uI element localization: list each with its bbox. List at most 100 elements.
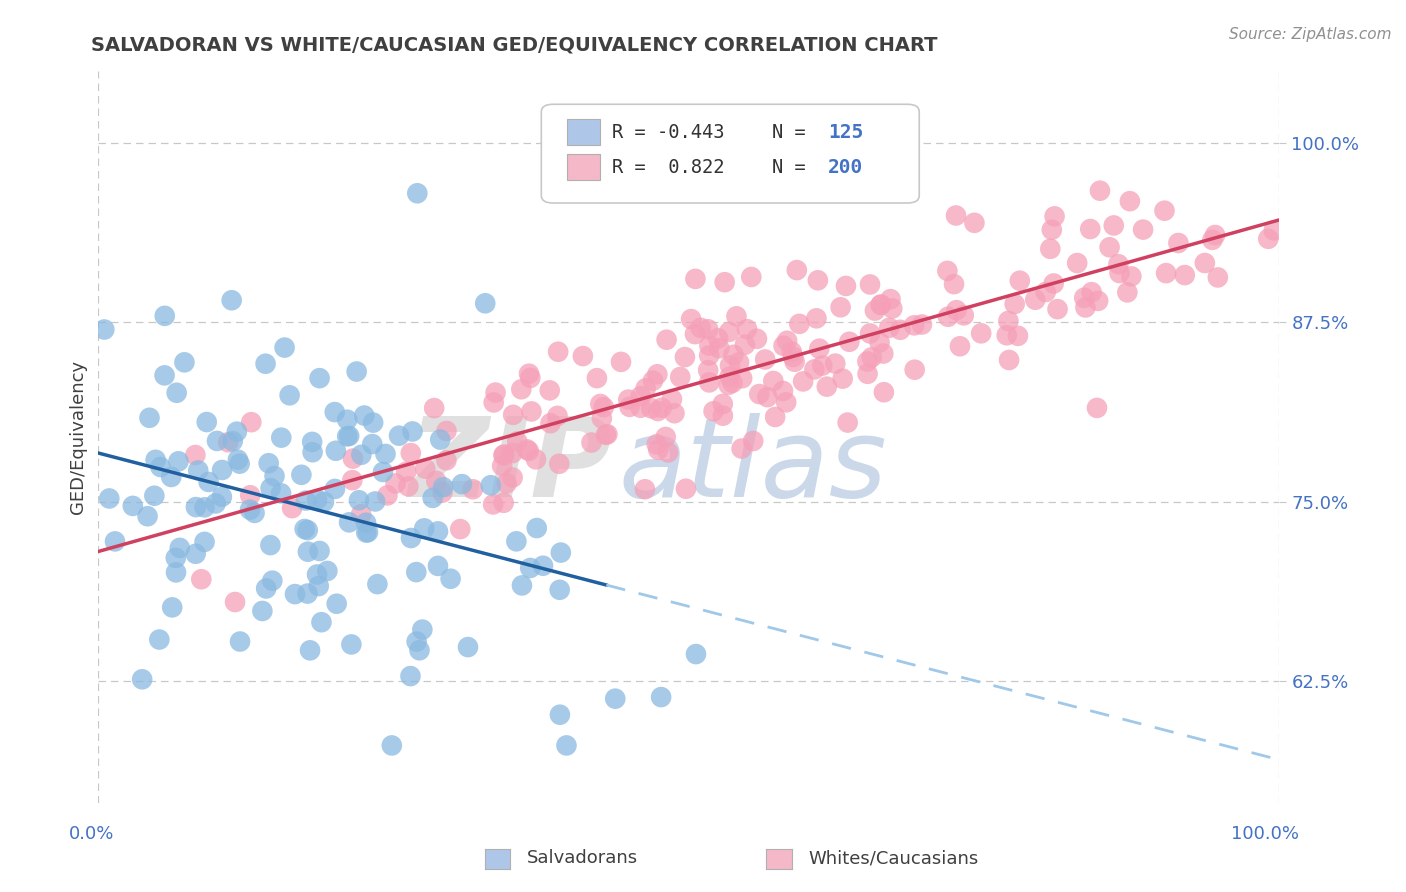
Point — [290, 467, 312, 482]
Point — [432, 480, 454, 494]
Point — [510, 578, 533, 592]
Point — [831, 371, 853, 385]
Point — [160, 470, 183, 484]
Point — [423, 401, 446, 415]
Point — [1204, 227, 1226, 242]
Point — [1088, 184, 1111, 198]
Point — [856, 367, 879, 381]
Point — [337, 429, 360, 443]
Point — [685, 272, 707, 286]
Point — [217, 435, 239, 450]
Point — [1108, 266, 1130, 280]
Point — [526, 521, 548, 535]
Point — [354, 516, 377, 530]
Point — [165, 550, 187, 565]
Point — [837, 416, 859, 430]
Point — [429, 433, 451, 447]
Point — [877, 320, 900, 334]
Point — [193, 500, 215, 515]
Point — [641, 374, 664, 388]
Point — [136, 509, 159, 524]
Point — [366, 577, 388, 591]
Point — [610, 355, 633, 369]
Point — [740, 270, 762, 285]
Point — [734, 337, 756, 351]
Point — [166, 385, 188, 400]
Point — [434, 453, 457, 467]
Point — [713, 275, 735, 289]
Point — [654, 430, 676, 444]
Point — [284, 587, 307, 601]
Point — [270, 431, 292, 445]
Point — [970, 326, 993, 341]
Point — [581, 435, 603, 450]
Point — [190, 572, 212, 586]
Point — [835, 279, 858, 293]
Point — [252, 604, 274, 618]
Point — [356, 525, 378, 540]
Point — [211, 490, 233, 504]
Point — [184, 500, 207, 514]
Point — [815, 379, 838, 393]
Point — [297, 544, 319, 558]
Point — [605, 691, 627, 706]
Point — [165, 566, 187, 580]
Point — [772, 339, 794, 353]
Point — [474, 296, 496, 310]
Y-axis label: GED/Equivalency: GED/Equivalency — [69, 360, 87, 514]
Point — [1035, 285, 1057, 299]
Point — [239, 488, 262, 502]
Point — [396, 479, 419, 493]
Point — [308, 579, 330, 593]
Point — [703, 404, 725, 418]
Point — [998, 353, 1021, 368]
Point — [824, 357, 846, 371]
Point — [301, 434, 323, 449]
Point — [1087, 293, 1109, 308]
Text: SALVADORAN VS WHITE/CAUCASIAN GED/EQUIVALENCY CORRELATION CHART: SALVADORAN VS WHITE/CAUCASIAN GED/EQUIVA… — [91, 36, 938, 54]
Point — [406, 186, 429, 201]
Point — [647, 442, 669, 457]
Point — [786, 263, 808, 277]
Point — [783, 355, 806, 369]
Point — [104, 534, 127, 549]
Point — [405, 634, 427, 648]
Point — [325, 597, 347, 611]
Point — [278, 388, 301, 402]
Point — [572, 349, 595, 363]
Point — [775, 395, 797, 409]
Point — [949, 339, 972, 353]
Point — [655, 333, 678, 347]
Point — [254, 357, 277, 371]
Text: ZIP: ZIP — [409, 413, 612, 520]
Point — [381, 739, 404, 753]
Point — [617, 392, 640, 407]
Point — [1040, 223, 1063, 237]
Point — [1098, 240, 1121, 254]
Point — [709, 342, 731, 356]
Point — [492, 496, 515, 510]
Point — [461, 483, 484, 497]
Point — [995, 328, 1018, 343]
Point — [1263, 223, 1285, 237]
Point — [197, 475, 219, 489]
Point — [316, 564, 339, 578]
Text: Source: ZipAtlas.com: Source: ZipAtlas.com — [1229, 27, 1392, 42]
Point — [399, 446, 422, 460]
Text: Salvadorans: Salvadorans — [527, 849, 638, 867]
Point — [323, 482, 346, 496]
Point — [323, 405, 346, 419]
Point — [491, 458, 513, 473]
Point — [745, 332, 768, 346]
Point — [870, 298, 893, 312]
Point — [675, 482, 697, 496]
Point — [721, 376, 744, 390]
Point — [229, 634, 252, 648]
Point — [863, 303, 886, 318]
Point — [482, 498, 505, 512]
Point — [963, 216, 986, 230]
Point — [492, 448, 515, 462]
Point — [259, 481, 281, 495]
Point — [762, 374, 785, 388]
Point — [538, 384, 561, 398]
